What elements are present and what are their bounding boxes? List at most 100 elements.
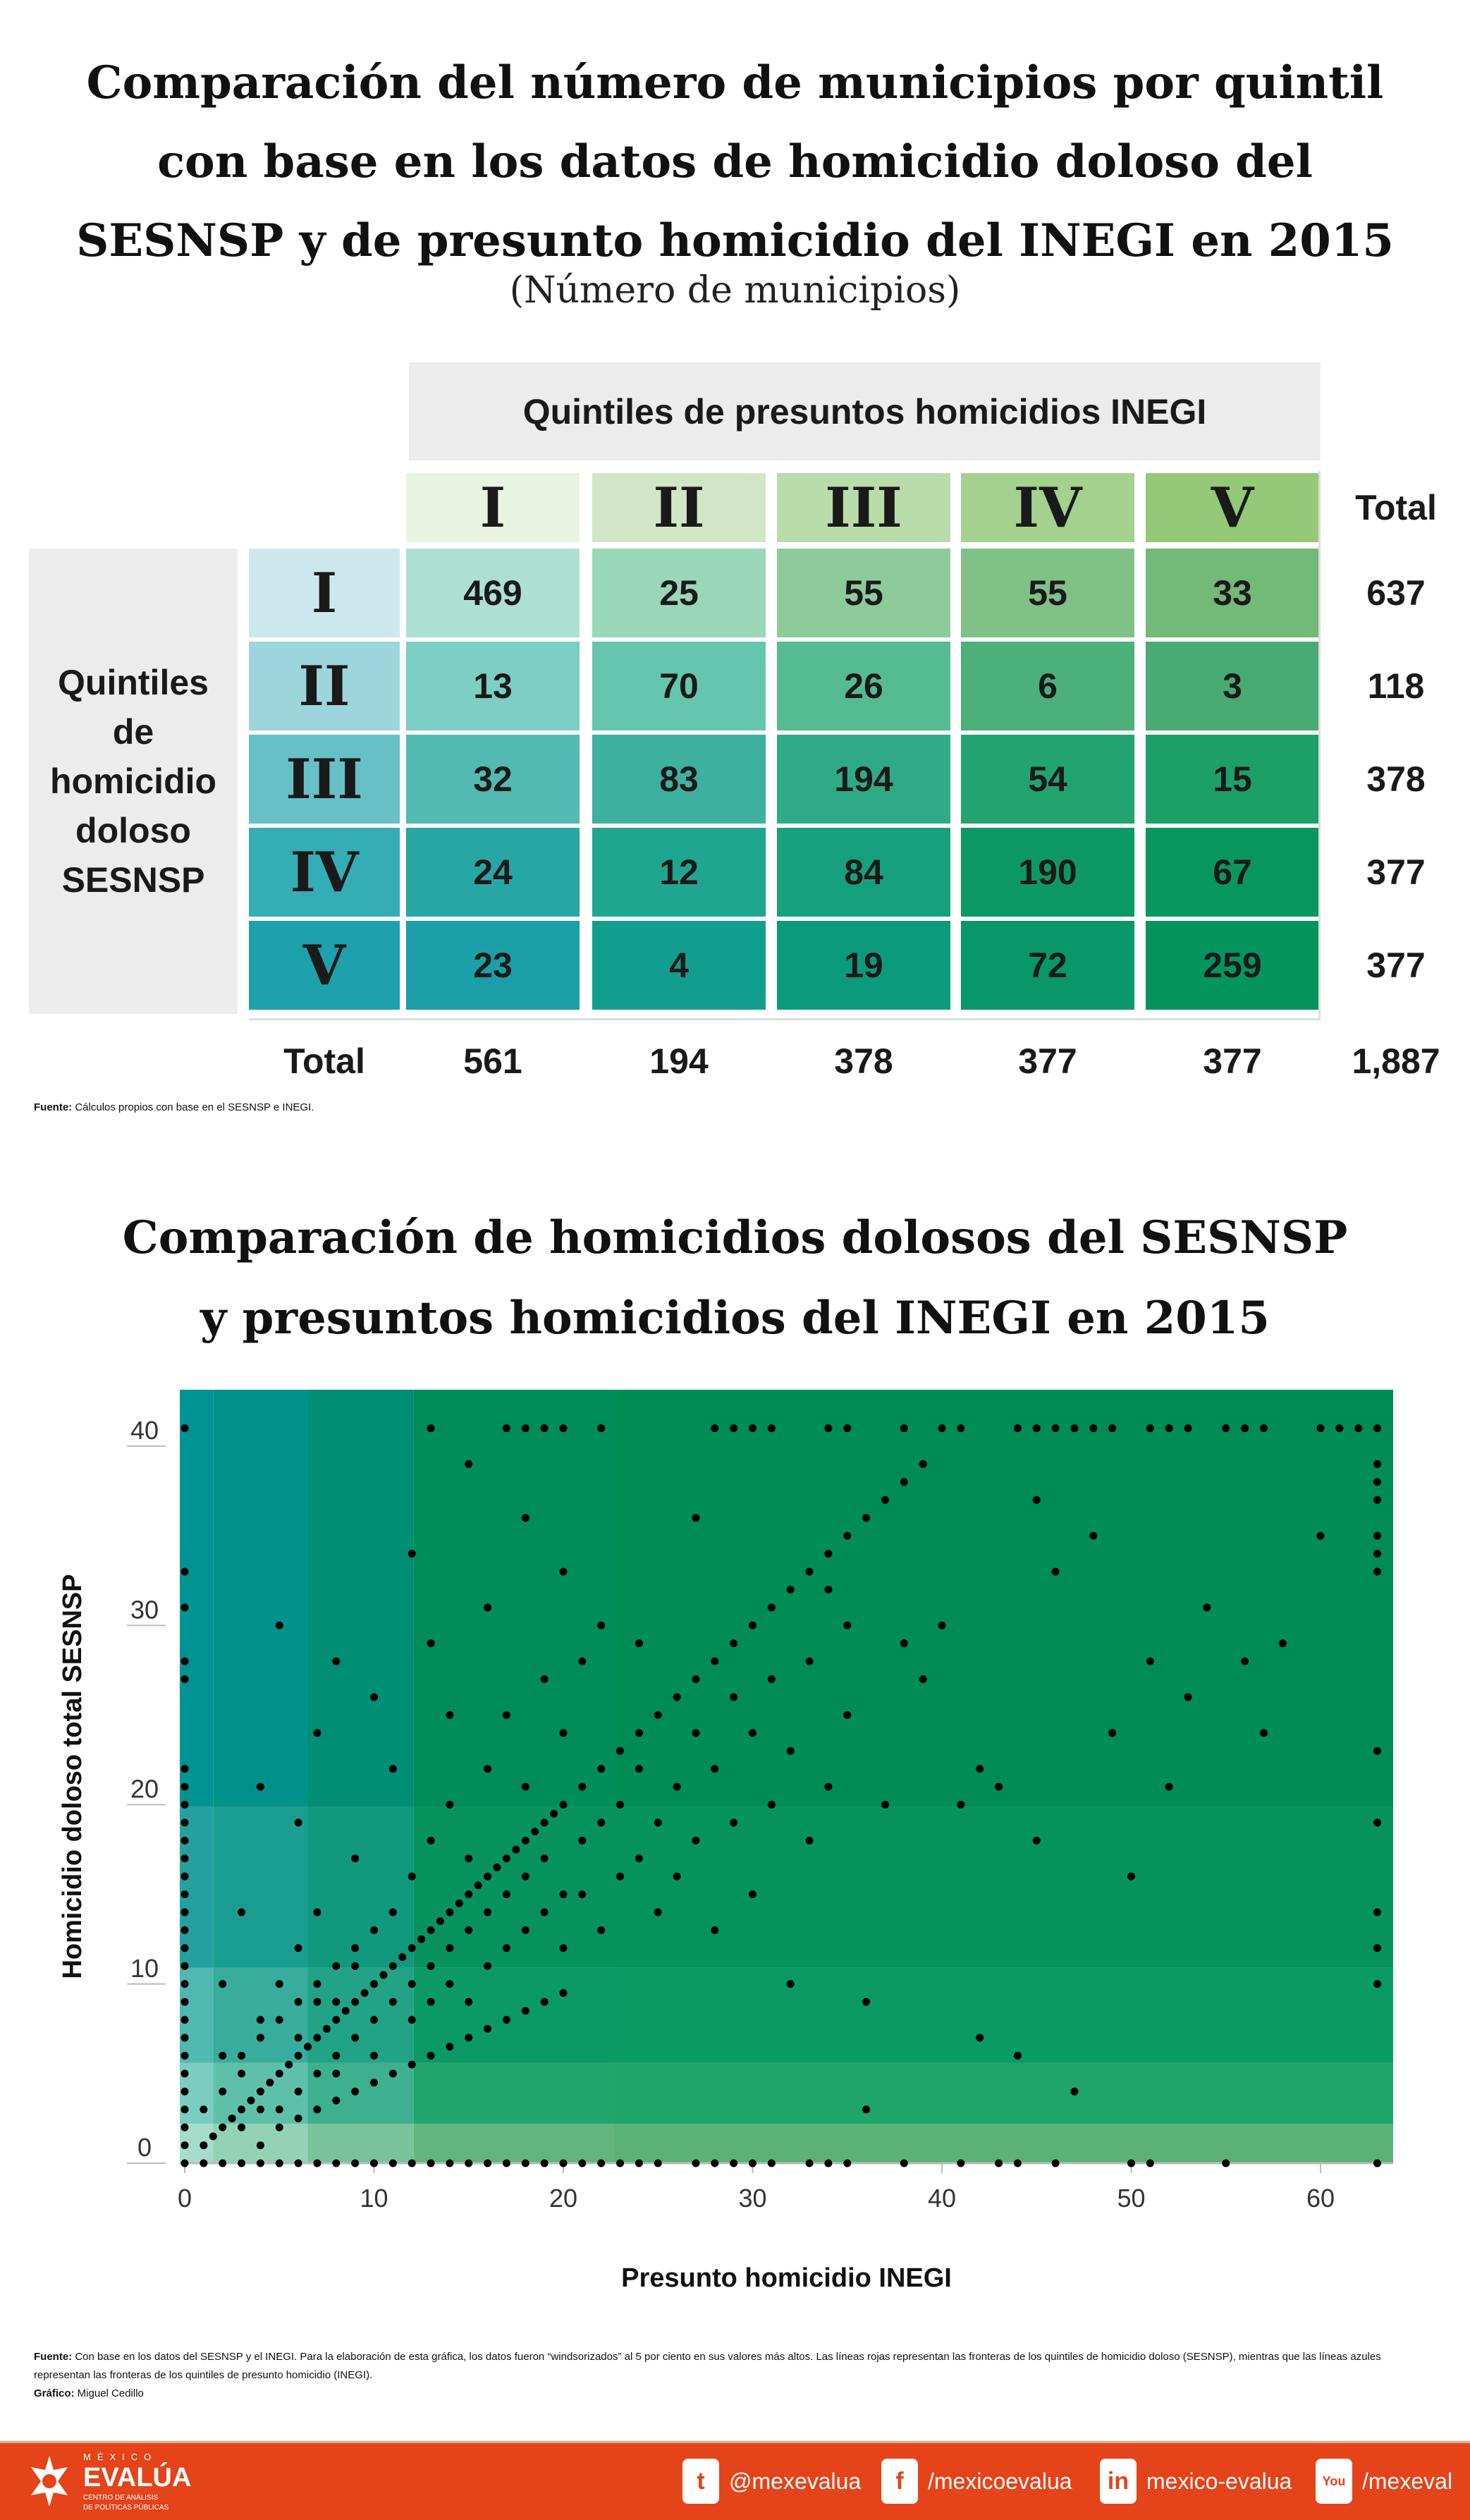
data-point <box>256 2087 264 2096</box>
data-point <box>957 2159 965 2167</box>
data-point <box>332 1657 341 1665</box>
data-point <box>351 2087 360 2096</box>
data-point <box>313 2069 321 2078</box>
data-point <box>521 2007 529 2015</box>
youtube-link[interactable]: You/mexeval <box>1316 2459 1452 2504</box>
data-point <box>521 1514 529 1522</box>
data-point <box>559 1890 568 1899</box>
column-header: I <box>406 473 580 542</box>
linkedin-link[interactable]: in mexico-evalua <box>1100 2459 1292 2504</box>
data-point <box>180 2069 189 2078</box>
data-point <box>1373 1550 1382 1558</box>
data-point <box>900 1424 908 1433</box>
data-point <box>843 1531 852 1540</box>
facebook-link[interactable]: f/mexicoevalua <box>881 2459 1072 2504</box>
data-point <box>1013 2051 1022 2060</box>
table-cell: 54 <box>961 735 1134 824</box>
data-point <box>862 1514 871 1522</box>
data-point <box>805 1836 814 1845</box>
data-point <box>1127 2159 1135 2167</box>
data-point <box>180 1765 189 1773</box>
data-point <box>313 1908 321 1916</box>
youtube-icon: You <box>1316 2459 1352 2504</box>
data-point <box>180 2033 189 2042</box>
data-point <box>1373 1531 1382 1540</box>
data-point <box>1184 1693 1192 1701</box>
row-group-label: Quintiles de homicidio doloso SESNSP <box>29 549 238 1014</box>
data-point <box>711 1765 719 1773</box>
data-point <box>976 1765 984 1773</box>
data-point <box>313 1998 321 2006</box>
data-point <box>559 1567 568 1576</box>
data-point <box>351 2159 360 2167</box>
data-point <box>1373 1478 1382 1486</box>
table-cell: 33 <box>1146 549 1319 637</box>
data-point <box>559 1988 568 1997</box>
data-point <box>559 1424 568 1433</box>
data-point <box>1354 1424 1363 1433</box>
data-point <box>228 2114 236 2122</box>
grand-total: 1,887 <box>1352 1041 1440 1081</box>
data-point <box>238 2105 246 2114</box>
data-point <box>730 1818 738 1827</box>
data-point <box>673 1872 681 1880</box>
data-point <box>1127 1872 1135 1880</box>
data-point <box>767 1675 776 1684</box>
data-point <box>256 2159 264 2167</box>
data-point <box>370 2051 378 2060</box>
data-point <box>900 1478 908 1486</box>
table-cell: 83 <box>592 735 766 824</box>
table-cell: 55 <box>777 549 950 637</box>
row-total: 377 <box>1366 946 1426 985</box>
column-total: 378 <box>834 1041 893 1081</box>
data-point <box>351 1854 360 1863</box>
data-point <box>1051 1424 1060 1433</box>
row-total: 377 <box>1366 852 1426 892</box>
data-point <box>493 1863 501 1871</box>
source-label: Fuente: <box>34 1101 73 1113</box>
data-point <box>180 1801 189 1809</box>
data-point <box>313 2105 321 2114</box>
table-title-line-1: Comparación del número de municipios por… <box>86 56 1384 109</box>
data-point <box>502 1424 510 1433</box>
data-point <box>1241 1424 1249 1433</box>
data-point <box>559 2159 568 2167</box>
data-point <box>219 2051 227 2060</box>
data-point <box>427 2051 435 2060</box>
data-point <box>370 2159 378 2167</box>
linkedin-handle: mexico-evalua <box>1146 2468 1292 2494</box>
data-point <box>180 1782 189 1791</box>
data-point <box>1373 2159 1382 2167</box>
data-point <box>1032 1496 1041 1504</box>
quintile-zone <box>307 2062 414 2124</box>
twitter-link[interactable]: t @mexevalua <box>682 2459 861 2504</box>
data-point <box>957 1801 965 1809</box>
data-point <box>465 1998 473 2006</box>
data-point <box>484 1765 492 1773</box>
data-point <box>805 2159 814 2167</box>
scatter-chart: 0 10 20 30 40 50 60 0 10 20 30 40 Presunto homicidio… <box>58 1390 1393 2293</box>
data-point <box>597 1818 606 1827</box>
data-point <box>559 1944 568 1952</box>
data-point <box>1373 1496 1382 1504</box>
data-point <box>180 1944 189 1952</box>
data-point <box>256 2016 264 2024</box>
data-point <box>408 2016 416 2024</box>
data-point <box>1146 1657 1154 1665</box>
data-point <box>332 2069 341 2078</box>
data-point <box>1241 1657 1249 1665</box>
data-point <box>180 1890 189 1899</box>
data-point <box>540 1854 549 1863</box>
data-point <box>474 1881 482 1890</box>
data-point <box>881 1496 889 1504</box>
data-point <box>484 1962 492 1970</box>
data-point <box>502 2159 510 2167</box>
data-point <box>1373 1908 1382 1916</box>
data-point <box>180 1675 189 1684</box>
data-point <box>559 1801 568 1809</box>
data-point <box>1051 2159 1060 2167</box>
data-point <box>521 1836 529 1845</box>
data-point <box>294 2114 302 2122</box>
data-point <box>180 1567 189 1576</box>
data-point <box>673 1782 681 1791</box>
